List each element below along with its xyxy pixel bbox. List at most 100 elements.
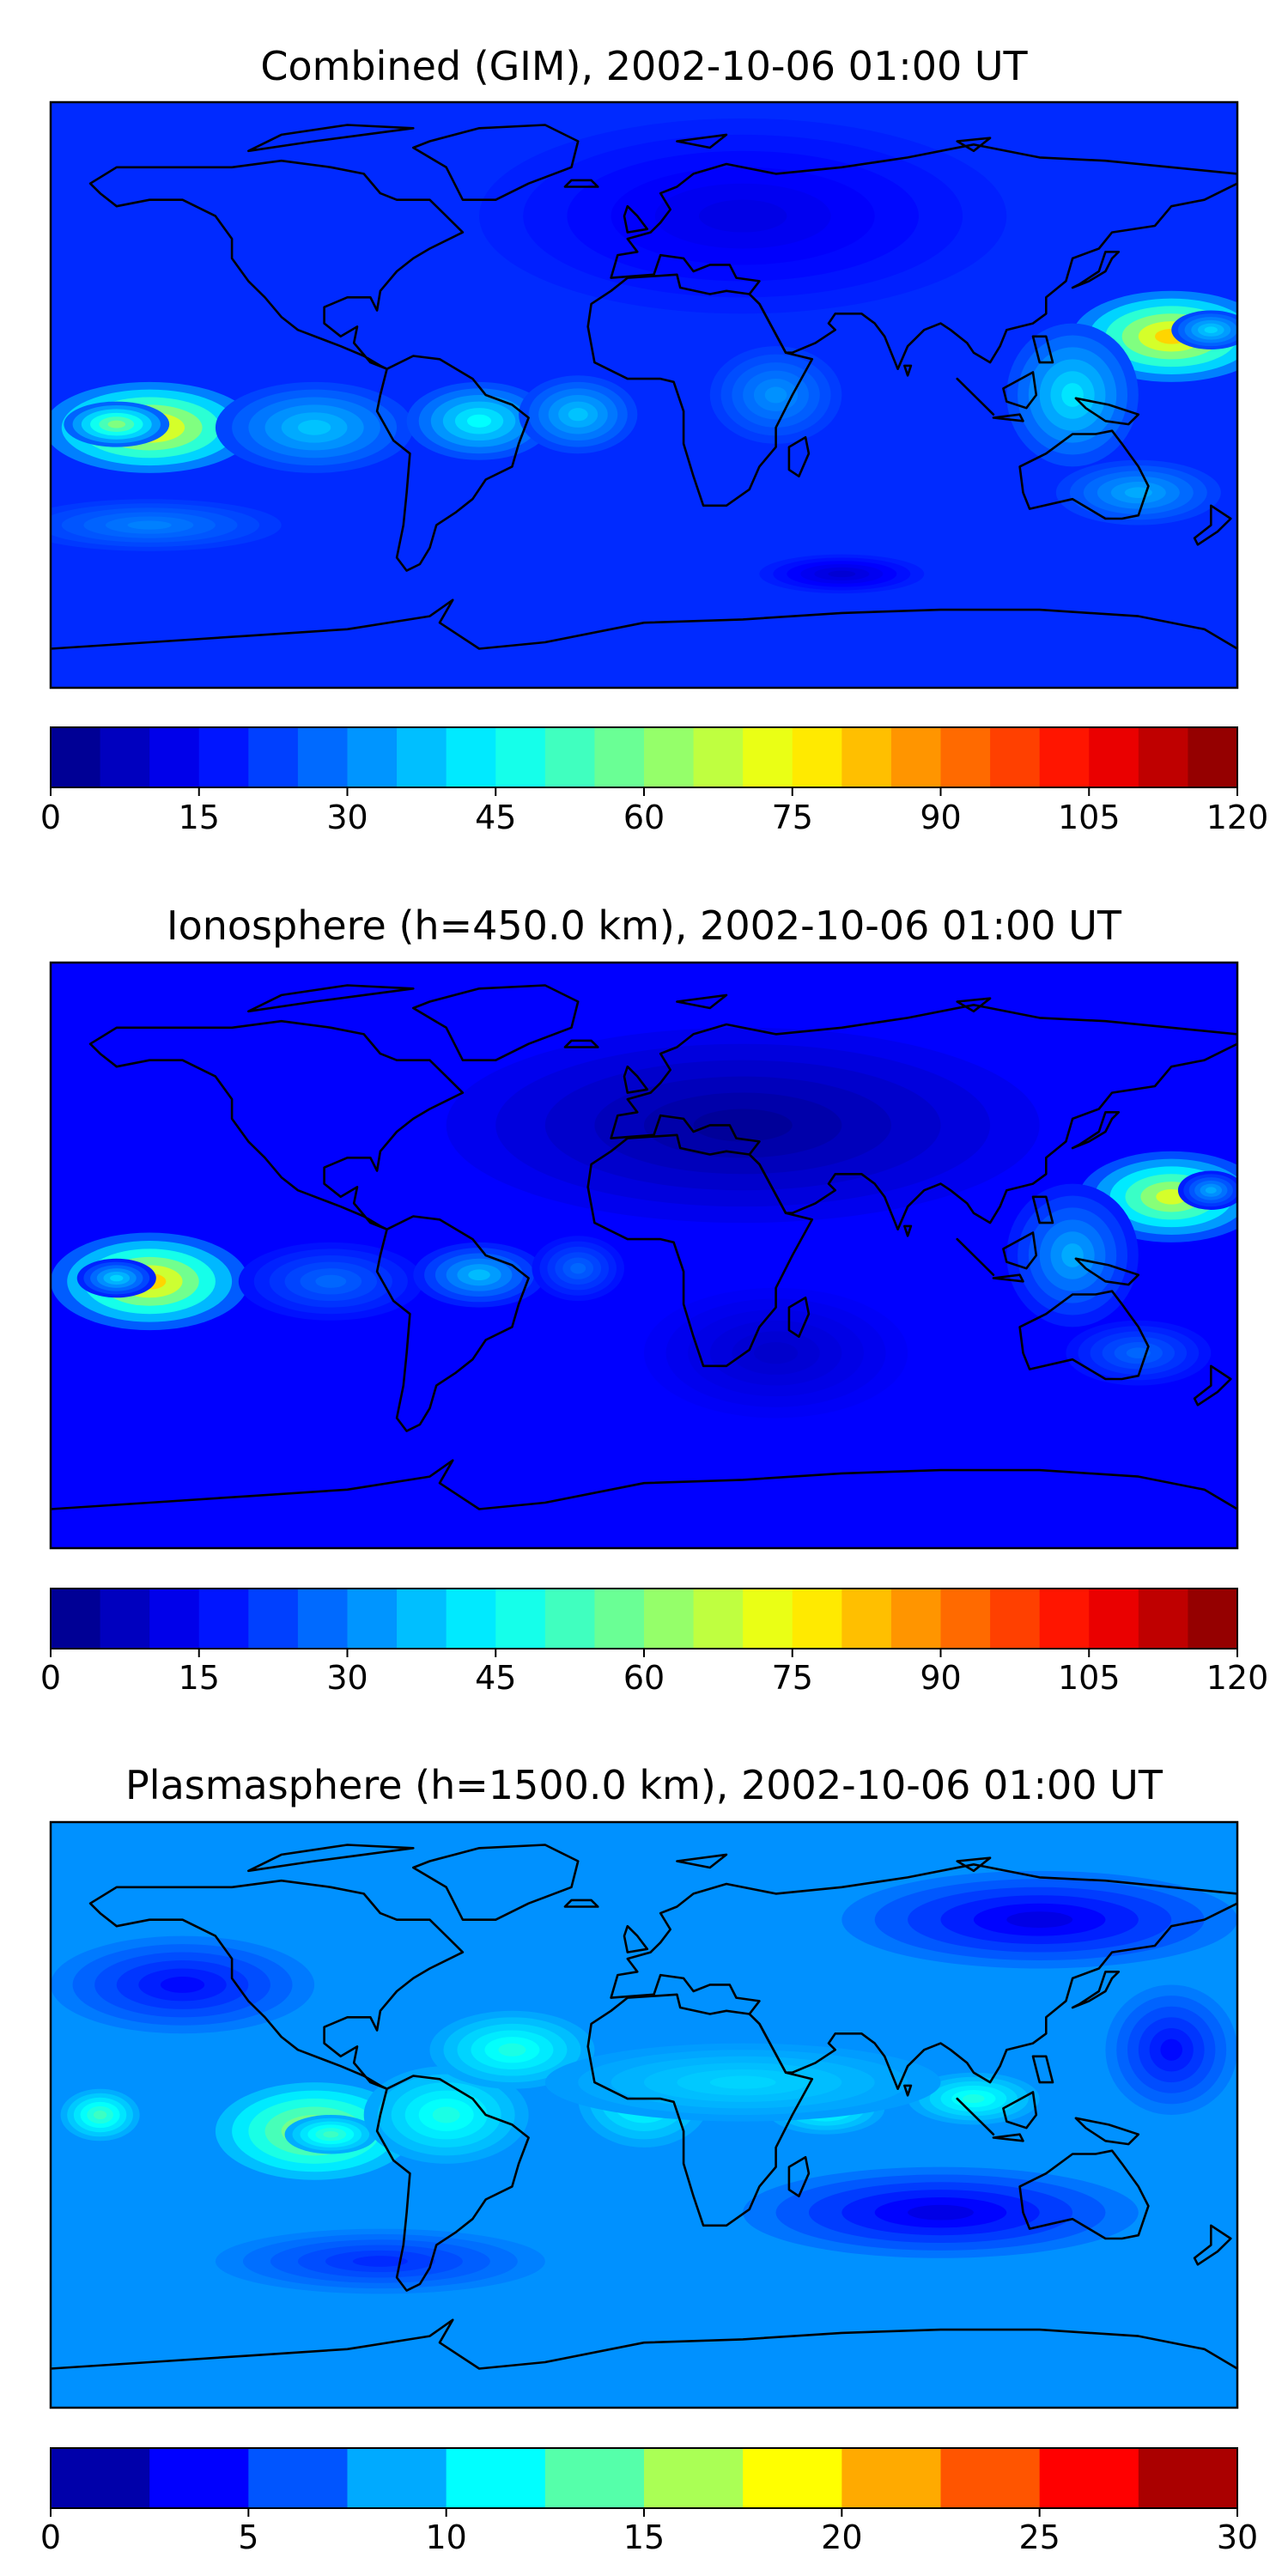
colorbar-swatch	[297, 727, 349, 787]
contour-band	[93, 2110, 107, 2120]
colorbar-swatch	[397, 1589, 447, 1649]
colorbar-swatch	[347, 727, 398, 787]
colorbar-swatch	[198, 727, 250, 787]
coastline	[787, 436, 811, 477]
coastline	[586, 1133, 814, 1368]
contour-band	[764, 386, 787, 404]
colorbar-tick-label: 75	[772, 799, 813, 836]
colorbar-swatch	[644, 1589, 695, 1649]
panel-title: Ionosphere (h=450.0 km), 2002-10-06 01:0…	[167, 902, 1122, 949]
colorbar-swatch	[1138, 2448, 1238, 2508]
colorbar-swatch	[693, 727, 744, 787]
colorbar-tick-label: 45	[475, 1659, 516, 1697]
colorbar-swatch	[1138, 1589, 1189, 1649]
colorbar-swatch	[693, 1589, 744, 1649]
colorbar-swatch	[1089, 1589, 1139, 1649]
coastline	[375, 1215, 530, 1432]
colorbar-swatch	[544, 727, 596, 787]
colorbar-tick-label: 105	[1058, 799, 1121, 836]
colorbar-tick-label: 0	[40, 799, 61, 836]
colorbar-tick-label: 105	[1058, 1659, 1121, 1697]
contour-band	[709, 2075, 776, 2089]
contour-band	[568, 408, 588, 422]
coastline	[563, 1039, 599, 1048]
coastline	[1031, 335, 1054, 364]
colorbar-tick-label: 15	[179, 1659, 220, 1697]
colorbar-swatch	[149, 1589, 200, 1649]
colorbar-swatch	[940, 2448, 1041, 2508]
map-frame	[49, 1820, 1239, 2409]
colorbar-swatch	[446, 1589, 497, 1649]
colorbar-swatch	[1089, 727, 1139, 787]
colorbar-swatch	[644, 727, 695, 787]
coastline	[1193, 504, 1232, 546]
coastline	[1071, 1111, 1121, 1150]
coastline	[903, 1224, 913, 1237]
colorbar-tick-label: 15	[179, 799, 220, 836]
coastline	[676, 133, 728, 149]
coastline	[247, 124, 415, 153]
coastline	[1193, 2224, 1232, 2266]
coastline	[956, 997, 992, 1013]
colorbar-swatch	[1039, 727, 1091, 787]
contour-band	[297, 420, 331, 435]
colorbar-tick-label: 30	[326, 1659, 368, 1697]
colorbar-tick-label: 25	[1018, 2518, 1060, 2556]
coastline	[1031, 2055, 1054, 2084]
colorbar-swatch	[990, 727, 1041, 787]
colorbar-swatch	[1188, 727, 1238, 787]
colorbar-swatch	[890, 1589, 942, 1649]
colorbar-tick-label: 60	[623, 1659, 665, 1697]
coastline	[412, 1844, 580, 1921]
coastline	[247, 984, 415, 1013]
colorbar-swatch	[495, 1589, 546, 1649]
coastline	[1071, 1971, 1121, 2009]
coastline	[992, 413, 1024, 422]
map-ionosphere	[49, 961, 1239, 1550]
coastline	[88, 1019, 465, 1230]
colorbar-swatch	[990, 1589, 1041, 1649]
colorbar-swatch	[594, 727, 645, 787]
colorbar-swatch	[51, 1589, 101, 1649]
colorbar-swatch	[397, 727, 447, 787]
coastline	[1193, 1364, 1232, 1406]
contour-band	[1160, 2038, 1183, 2061]
colorbar-tick-label: 45	[475, 799, 516, 836]
coastline	[1074, 397, 1140, 426]
colorbar-swatch	[248, 1589, 299, 1649]
contour-band	[160, 1976, 205, 1993]
colorbar-swatch	[940, 727, 991, 787]
coastline	[992, 2133, 1024, 2142]
contour-band	[432, 2106, 460, 2123]
colorbar-tick-label: 5	[238, 2518, 258, 2556]
coastline	[956, 1237, 995, 1276]
colorbar-swatch	[594, 1589, 645, 1649]
contour-band	[110, 1274, 124, 1282]
colorbar-tick-label: 90	[920, 799, 961, 836]
colorbar-swatch	[940, 1589, 991, 1649]
colorbar-swatch	[841, 727, 892, 787]
coastline	[586, 1993, 814, 2227]
colorbar-swatch	[248, 2448, 349, 2508]
contour-band	[693, 1109, 793, 1142]
panel-title: Combined (GIM), 2002-10-06 01:00 UT	[260, 43, 1028, 89]
colorbar-swatch	[51, 727, 101, 787]
colorbar-ionosphere: 0 15 30 45 60 75 90 105 120	[40, 1588, 1268, 1697]
coastline	[787, 2156, 811, 2197]
colorbar-swatch	[544, 2448, 645, 2508]
colorbar-tick-label: 30	[326, 799, 368, 836]
coastline	[1074, 1257, 1140, 1286]
colorbar-swatch	[890, 727, 942, 787]
coastline	[1031, 1195, 1054, 1224]
coastline	[1002, 371, 1038, 410]
coastline	[412, 124, 580, 201]
colorbar-swatch	[1039, 2448, 1139, 2508]
colorbar-swatch	[248, 727, 299, 787]
colorbar-tick-label: 0	[40, 2518, 61, 2556]
contour-band	[468, 1269, 490, 1281]
colorbar-swatch	[297, 1589, 349, 1649]
coastline	[1018, 429, 1150, 520]
coastline	[375, 2075, 530, 2292]
contour-band	[127, 520, 172, 530]
coastline	[1018, 1290, 1150, 1381]
